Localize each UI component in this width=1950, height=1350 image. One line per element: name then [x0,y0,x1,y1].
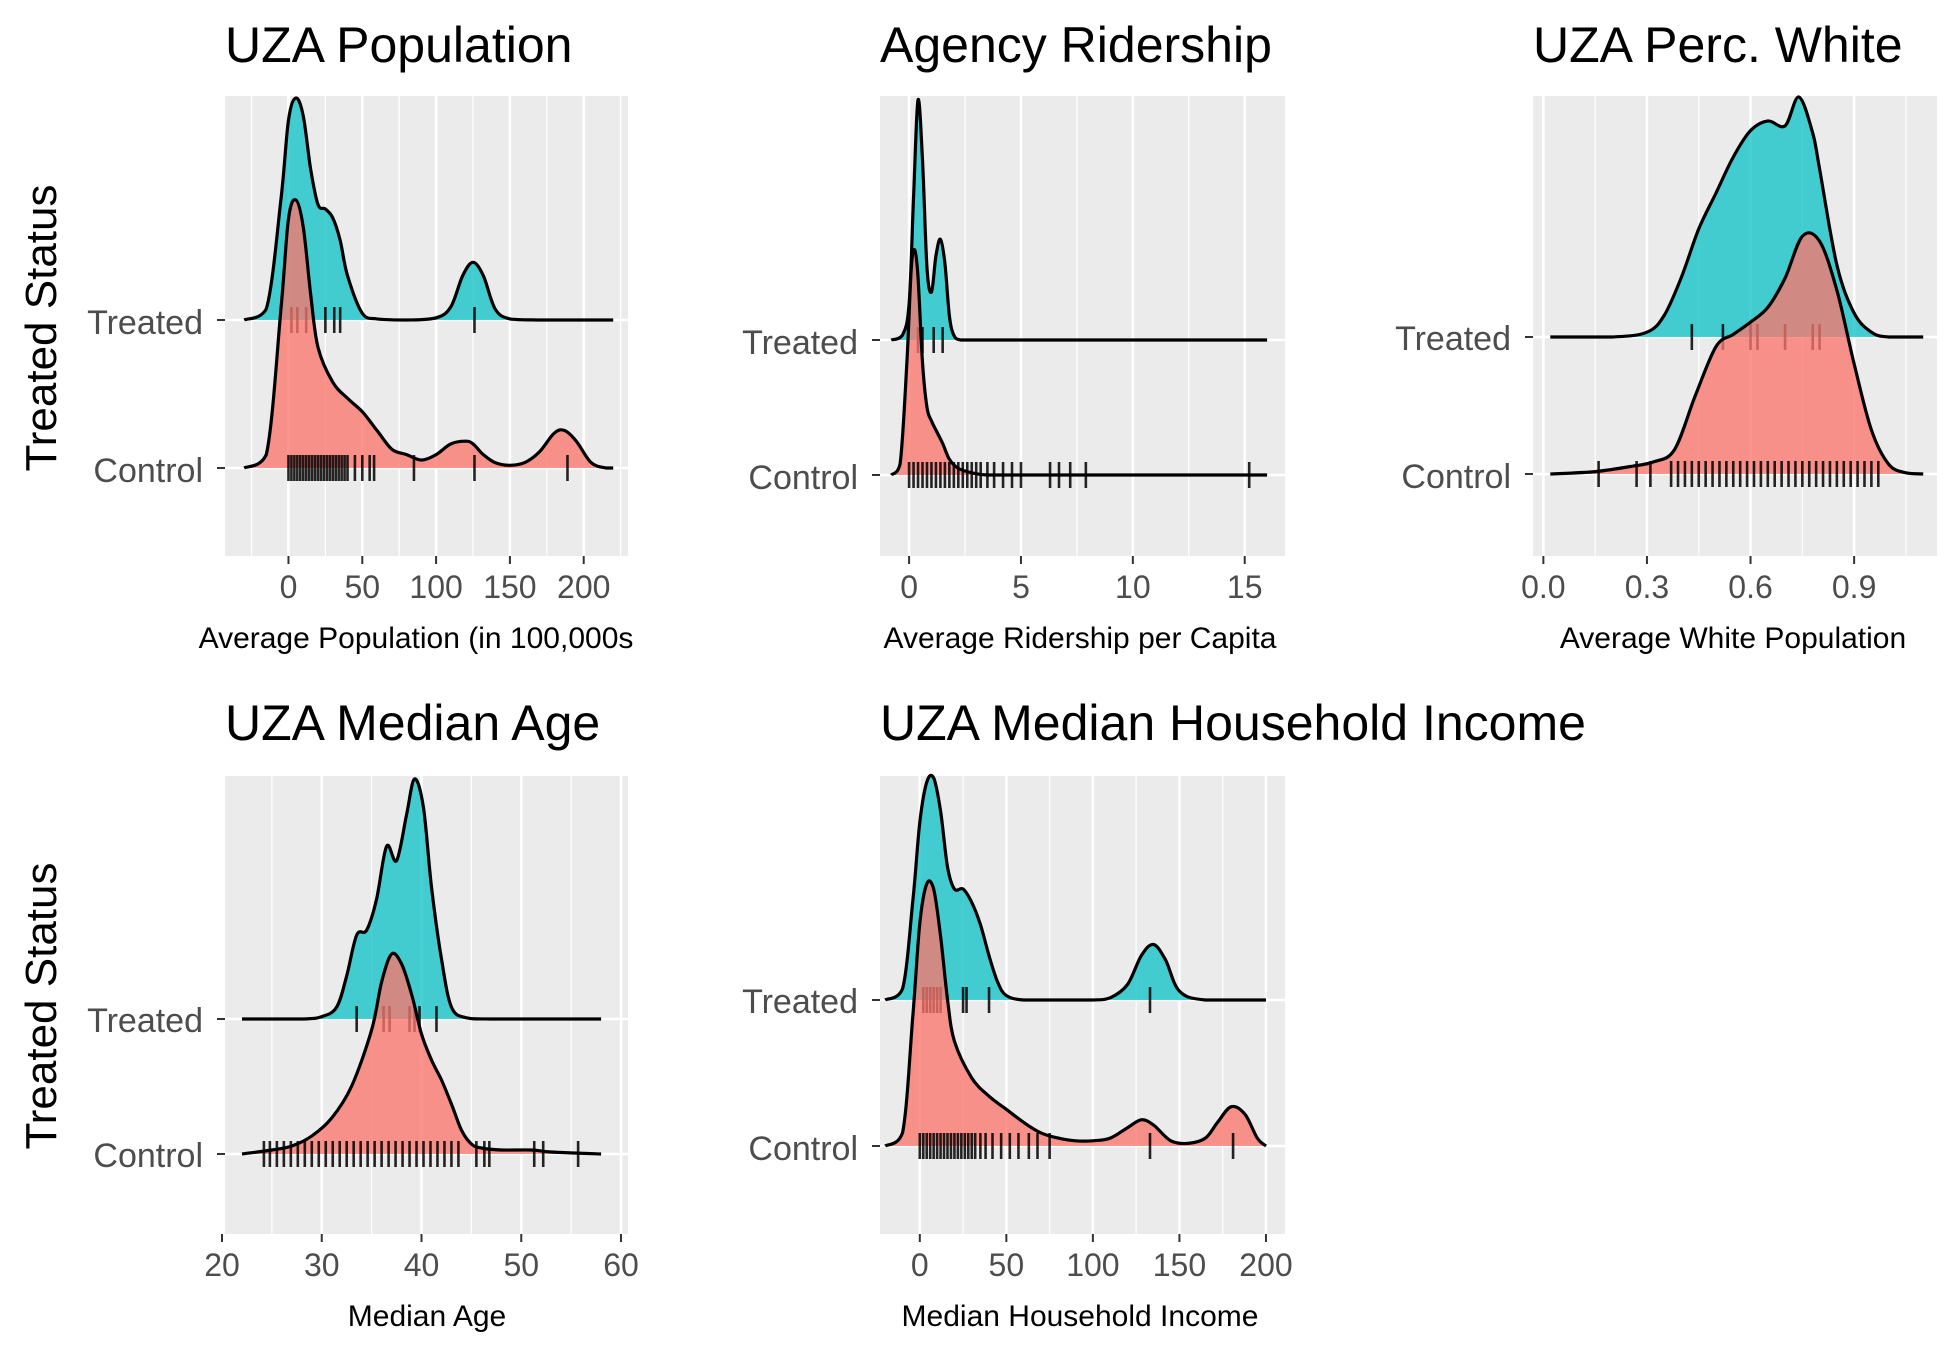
x-tick-label: 20 [204,1247,240,1283]
x-tick-label: 40 [404,1247,440,1283]
x-tick-label: 0.9 [1832,569,1876,605]
group-label-control: Control [748,1130,858,1168]
group-label-control: Control [1401,458,1511,496]
x-axis-title: Average White Population [1560,622,1906,655]
x-tick-label: 0.3 [1625,569,1669,605]
panel-title: UZA Median Age [225,695,600,751]
density-line-treated [243,96,614,322]
x-tick-label: 0 [911,1247,929,1283]
y-axis-title-row1: Treated Status [17,185,66,472]
group-label-control: Control [93,1137,203,1175]
density-line-treated [242,777,602,1021]
x-axis-title: Median Age [348,1300,506,1333]
density-line-control [1550,231,1924,476]
x-axis-title: Median Household Income [902,1300,1259,1333]
group-label-treated: Treated [742,983,858,1021]
group-label-treated: Treated [87,1002,203,1040]
x-tick-label: 0 [900,569,918,605]
x-tick-label: 150 [483,569,536,605]
panel-title: Agency Ridership [880,17,1272,73]
x-tick-label: 30 [304,1247,340,1283]
panel-uza-median-age: 20 30 40 50 60 UZA Median Age Median Age Tre… [87,695,639,1333]
density-line-treated [890,97,1268,342]
x-tick-label: 0.6 [1728,569,1772,605]
x-tick-label: 200 [557,569,610,605]
panel-title: UZA Perc. White [1533,17,1903,73]
density-line-treated [1550,95,1924,339]
density-area-treated [891,99,1268,340]
density-line-control [243,198,614,470]
y-axis-title-row2: Treated Status [17,863,66,1150]
x-tick-label: 60 [603,1247,639,1283]
density-line-treated [884,773,1266,1002]
density-line-control [889,247,1268,477]
group-label-control: Control [93,452,203,490]
x-tick-label: 50 [503,1247,539,1283]
panel-uza-population: 0 50 100 150 200 UZA Population Average Popu… [87,17,633,655]
x-tick-label: 15 [1227,569,1263,605]
group-label-treated: Treated [742,324,858,362]
panel-agency-ridership: 0 5 10 15 Agency Ridership Average Ridershi… [742,17,1285,655]
density-area-control [244,199,614,469]
x-tick-label: 50 [344,569,380,605]
panel-uza-perc-white: 0.0 0.3 0.6 0.9 UZA Perc. White Average Whi… [1395,17,1937,655]
x-tick-label: 10 [1115,569,1151,605]
x-tick-label: 200 [1239,1247,1292,1283]
x-tick-label: 50 [989,1247,1025,1283]
density-area-control [891,249,1268,475]
density-area-treated [885,775,1266,1000]
x-tick-label: 150 [1153,1247,1206,1283]
x-axis-title: Average Population (in 100,000s [199,622,634,655]
density-area-treated [244,97,614,320]
density-area-control [1550,232,1924,474]
panel-uza-median-household-income: 0 50 100 150 200 UZA Median Household Income… [742,695,1586,1333]
density-area-treated [242,778,602,1019]
group-label-treated: Treated [1395,320,1511,358]
x-axis-title: Average Ridership per Capita [883,622,1276,655]
panel-title: UZA Population [225,17,572,73]
x-tick-label: 0 [280,569,298,605]
group-label-treated: Treated [87,304,203,342]
x-tick-label: 5 [1012,569,1030,605]
x-tick-label: 100 [1066,1247,1119,1283]
density-area-control [242,953,602,1154]
group-label-control: Control [748,459,858,497]
x-tick-label: 0.0 [1521,569,1565,605]
density-line-control [884,879,1268,1148]
panel-title: UZA Median Household Income [880,695,1586,751]
x-tick-label: 100 [409,569,462,605]
